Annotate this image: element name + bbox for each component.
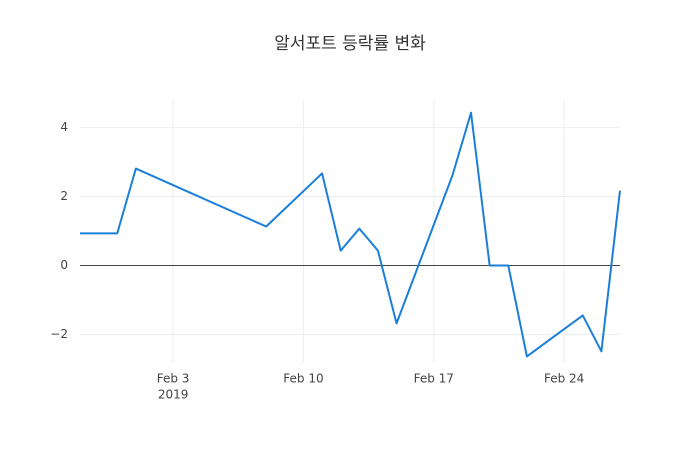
- chart-title: 알서포트 등락률 변화: [274, 34, 426, 54]
- x-tick-label: Feb 10: [283, 372, 323, 386]
- x-tick-label: Feb 3: [157, 372, 190, 386]
- x-tick-label: Feb 17: [414, 372, 454, 386]
- y-tick-label: 4: [60, 120, 68, 134]
- x-tick-label: Feb 24: [544, 372, 584, 386]
- line-series: [80, 111, 621, 358]
- y-tick-label: 2: [60, 189, 68, 203]
- y-tick-label: 0: [60, 258, 68, 272]
- x-tick-sublabel: 2019: [158, 388, 189, 402]
- y-tick-label: −2: [50, 327, 68, 341]
